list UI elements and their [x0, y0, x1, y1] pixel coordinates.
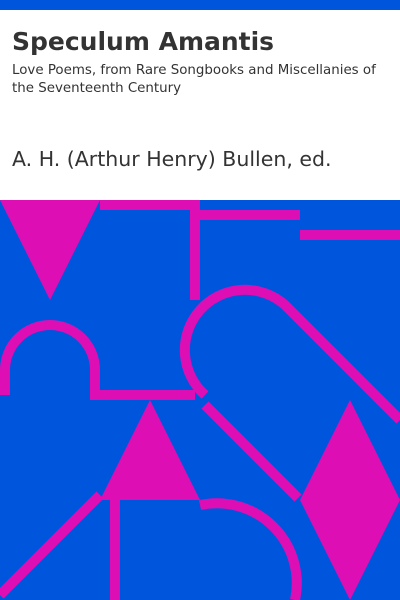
diagonal-lower-left: [0, 491, 104, 599]
cover-art-pattern: [0, 200, 400, 600]
bar-lower-vertical: [110, 500, 120, 600]
band-right-short: [300, 230, 400, 240]
triangle-up-shape: [100, 400, 200, 500]
book-author: A. H. (Arthur Henry) Bullen, ed.: [12, 147, 332, 171]
book-subtitle: Love Poems, from Rare Songbooks and Misc…: [12, 63, 376, 96]
band-vertical-top: [190, 210, 200, 300]
diagonal-connector: [201, 401, 302, 502]
band-top: [100, 200, 200, 210]
top-accent-bar: [0, 0, 400, 10]
band-upper-mid: [190, 210, 300, 220]
arc-hook-right: [179, 284, 400, 424]
triangle-down-shape: [0, 200, 100, 300]
arc-hook-left: [0, 320, 195, 400]
arc-lower-center: [198, 498, 302, 600]
title-block: Speculum Amantis Love Poems, from Rare S…: [0, 10, 400, 200]
book-title: Speculum Amantis: [12, 27, 275, 56]
diamond-shape: [300, 400, 400, 600]
